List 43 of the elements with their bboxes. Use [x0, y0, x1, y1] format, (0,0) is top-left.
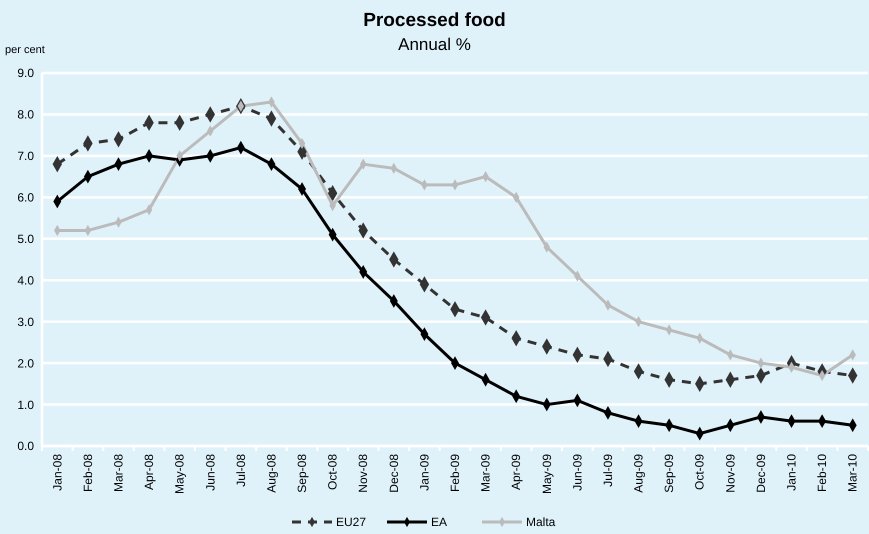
x-tick-label: Nov-09 — [723, 454, 738, 493]
y-tick-label: 8.0 — [17, 108, 34, 122]
x-tick-label: Dec-08 — [386, 454, 401, 493]
x-tick-label: Feb-08 — [80, 454, 95, 492]
legend-label: EU27 — [336, 515, 366, 530]
x-tick-label: Feb-09 — [448, 454, 462, 492]
x-tick-label: Aug-09 — [632, 454, 646, 493]
x-tick-label: Jul-08 — [234, 454, 248, 487]
x-tick-label: Apr-08 — [142, 454, 156, 490]
x-tick-label: Sep-09 — [662, 454, 676, 493]
x-tick-label: Jul-09 — [600, 454, 615, 487]
y-tick-label: 2.0 — [17, 356, 34, 370]
x-tick-label: Feb-10 — [815, 454, 830, 492]
y-tick-label: 0.0 — [17, 439, 34, 454]
x-tick-label: Jun-08 — [203, 454, 218, 491]
y-tick-label: 5.0 — [17, 232, 34, 246]
y-tick-label: 9.0 — [17, 66, 34, 80]
x-tick-label: Mar-09 — [478, 454, 493, 492]
legend-label: Malta — [526, 515, 556, 530]
x-tick-label: Nov-08 — [356, 454, 370, 493]
x-tick-label: Sep-08 — [295, 454, 310, 493]
x-tick-label: Aug-08 — [264, 454, 278, 493]
legend-label: EA — [431, 515, 448, 530]
y-tick-label: 6.0 — [17, 190, 34, 205]
chart-title: Processed food — [363, 10, 506, 31]
y-tick-label: 7.0 — [17, 149, 34, 164]
x-tick-label: Mar-10 — [846, 454, 860, 492]
x-tick-label: Oct-08 — [326, 454, 340, 490]
x-tick-label: Jun-09 — [570, 454, 584, 491]
chart-subtitle: Annual % — [398, 35, 471, 54]
x-tick-label: Jan-08 — [50, 454, 64, 491]
x-tick-label: May-08 — [172, 454, 187, 494]
x-tick-label: Jan-10 — [784, 454, 799, 491]
y-tick-label: 1.0 — [17, 398, 34, 412]
x-tick-label: Apr-09 — [509, 454, 524, 490]
x-tick-label: Mar-08 — [111, 454, 126, 492]
x-tick-label: Dec-09 — [754, 454, 768, 493]
y-tick-label: 3.0 — [17, 314, 34, 329]
x-tick-label: Jan-09 — [417, 454, 432, 491]
x-tick-label: Oct-09 — [692, 454, 707, 490]
y-tick-label: 4.0 — [17, 273, 34, 288]
x-tick-label: May-09 — [540, 454, 554, 494]
y-axis-title: per cent — [5, 44, 45, 56]
